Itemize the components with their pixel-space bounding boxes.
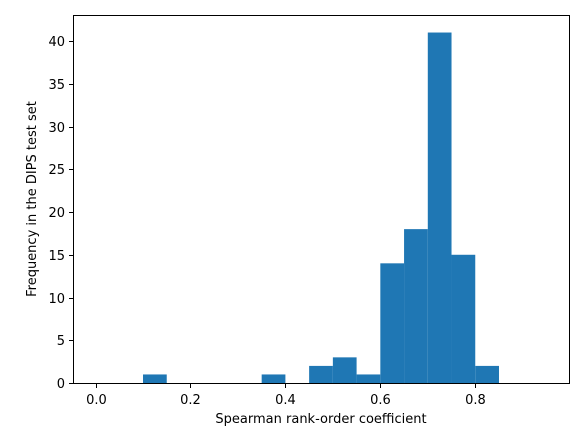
y-axis-ticks: 0 5 10 15 20 25 30 35 40: [48, 35, 74, 392]
histogram-bar: [404, 229, 428, 383]
x-tick-label: 0.0: [86, 393, 107, 408]
histogram-bar: [309, 365, 333, 383]
y-tick-label: 40: [48, 35, 65, 50]
x-axis-label: Spearman rank-order coefficient: [215, 412, 426, 427]
histogram-bar: [143, 374, 167, 383]
y-tick-label: 10: [48, 292, 65, 307]
histogram-bar: [332, 357, 357, 383]
x-tick-label: 0.6: [370, 393, 391, 408]
y-tick-label: 35: [48, 78, 65, 93]
y-axis-label: Frequency in the DIPS test set: [25, 101, 40, 297]
histogram-bar: [356, 374, 381, 383]
histogram-bar: [451, 254, 476, 383]
plot-frame: [73, 15, 570, 384]
x-tick-label: 0.4: [275, 393, 296, 408]
histogram-bar: [380, 263, 405, 383]
histogram-bar: [261, 374, 286, 383]
x-tick-label: 0.8: [465, 393, 486, 408]
histogram-bar: [475, 365, 499, 383]
bars-group: [143, 32, 499, 384]
x-axis-ticks: 0.0 0.2 0.4 0.6 0.8: [86, 383, 486, 408]
y-tick-label: 15: [48, 249, 65, 264]
y-tick-label: 25: [48, 163, 65, 178]
histogram-bar: [427, 32, 452, 384]
x-tick-label: 0.2: [180, 393, 201, 408]
y-tick-label: 30: [48, 121, 65, 136]
y-tick-label: 5: [57, 334, 65, 349]
y-tick-label: 20: [48, 206, 65, 221]
y-tick-label: 0: [57, 377, 65, 392]
